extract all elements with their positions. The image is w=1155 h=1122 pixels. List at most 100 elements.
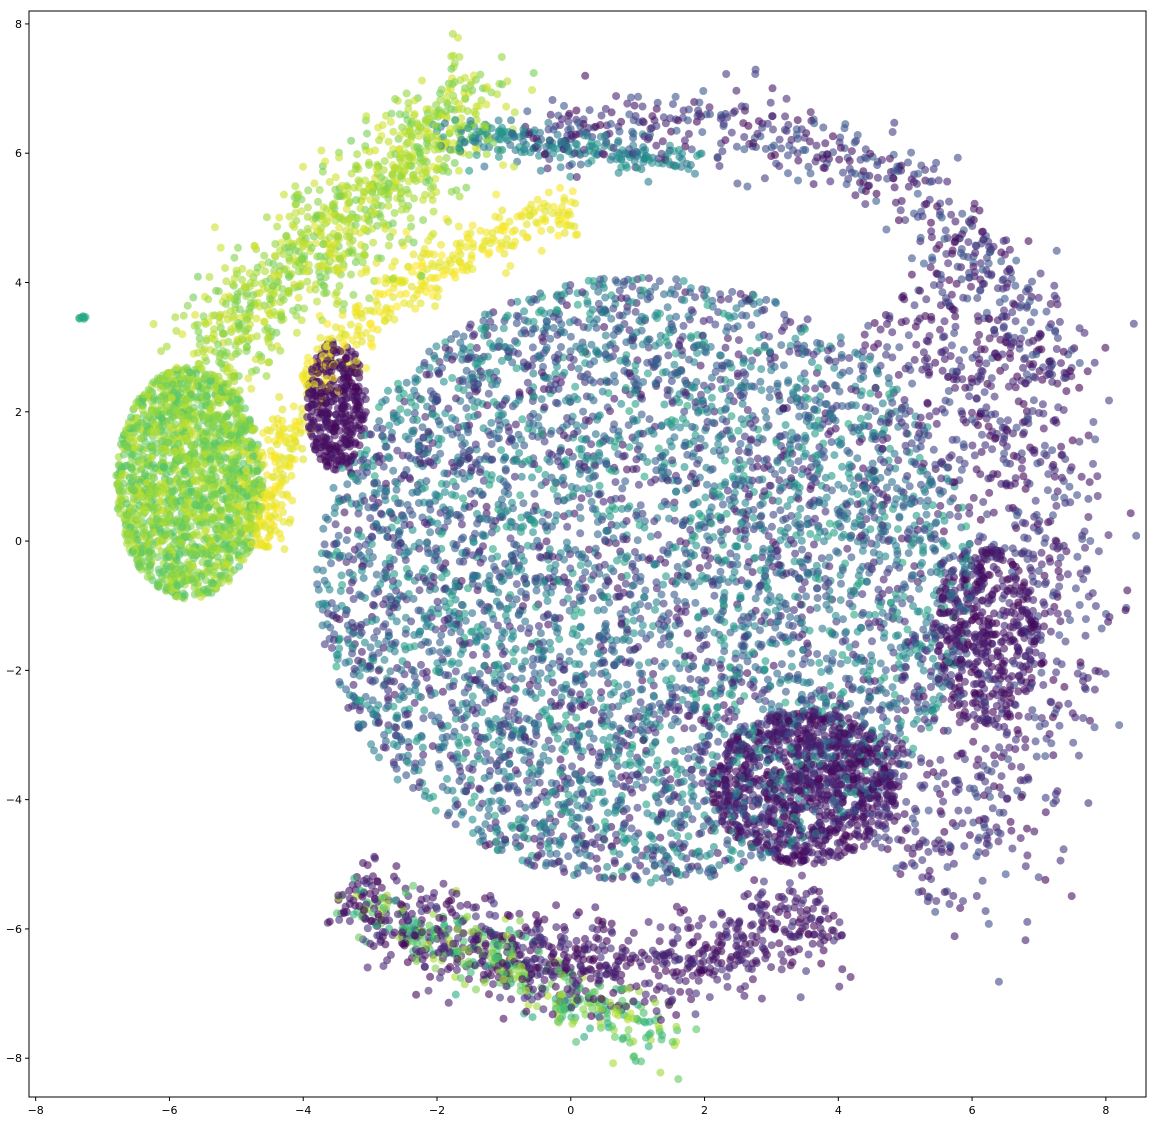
- scatter-point: [940, 827, 949, 836]
- scatter-point: [941, 226, 950, 235]
- scatter-point: [670, 360, 679, 369]
- scatter-point: [880, 673, 889, 682]
- scatter-point: [656, 833, 665, 842]
- scatter-point: [743, 657, 752, 666]
- scatter-point: [1021, 735, 1030, 744]
- scatter-point: [407, 222, 416, 231]
- scatter-point: [806, 108, 815, 117]
- scatter-point: [713, 512, 722, 521]
- scatter-point: [710, 487, 719, 496]
- scatter-point: [528, 1013, 537, 1022]
- scatter-point: [442, 426, 451, 435]
- scatter-point: [835, 155, 844, 164]
- scatter-point: [637, 629, 646, 638]
- scatter-point: [748, 356, 757, 365]
- scatter-point: [881, 666, 890, 675]
- scatter-point: [698, 779, 707, 788]
- scatter-point: [793, 149, 802, 158]
- scatter-point: [901, 706, 910, 715]
- scatter-point: [252, 314, 261, 323]
- scatter-point: [918, 856, 927, 865]
- scatter-point: [1129, 319, 1138, 328]
- scatter-point: [903, 844, 912, 853]
- scatter-point: [1063, 570, 1072, 579]
- scatter-point: [738, 311, 747, 320]
- scatter-point: [985, 571, 994, 580]
- scatter-point: [876, 417, 885, 426]
- scatter-point: [762, 423, 771, 432]
- scatter-point: [817, 959, 826, 968]
- scatter-point: [692, 541, 701, 550]
- scatter-point: [1053, 334, 1062, 343]
- scatter-point: [507, 116, 516, 125]
- scatter-point: [1040, 441, 1049, 450]
- scatter-point: [432, 188, 441, 197]
- scatter-point: [684, 832, 693, 841]
- scatter-point: [603, 862, 612, 871]
- scatter-point: [366, 939, 375, 948]
- scatter-point: [178, 330, 187, 339]
- scatter-point: [698, 128, 707, 137]
- scatter-point: [969, 737, 978, 746]
- scatter-point: [572, 713, 581, 722]
- scatter-point: [1115, 721, 1124, 730]
- scatter-point: [758, 936, 767, 945]
- scatter-point: [881, 552, 890, 561]
- scatter-point: [480, 978, 489, 987]
- scatter-point: [614, 750, 623, 759]
- scatter-point: [386, 667, 395, 676]
- scatter-point: [1097, 624, 1106, 633]
- scatter-point: [510, 472, 519, 481]
- scatter-point: [260, 251, 269, 260]
- scatter-point: [492, 190, 501, 199]
- scatter-point: [335, 223, 344, 232]
- scatter-point: [278, 405, 287, 414]
- scatter-point: [1041, 580, 1050, 588]
- scatter-point: [938, 511, 947, 520]
- scatter-point: [1016, 293, 1025, 302]
- scatter-point: [663, 476, 672, 485]
- scatter-point: [1059, 845, 1068, 854]
- scatter-point: [1050, 281, 1059, 290]
- scatter-point: [652, 598, 661, 607]
- scatter-point: [610, 1033, 619, 1041]
- scatter-point: [740, 432, 749, 441]
- scatter-point: [564, 852, 573, 861]
- scatter-point: [826, 177, 835, 186]
- scatter-point: [806, 530, 815, 538]
- scatter-point: [990, 751, 999, 760]
- scatter-point: [959, 345, 968, 354]
- scatter-point: [149, 320, 158, 328]
- scatter-point: [459, 332, 468, 341]
- scatter-point: [347, 578, 356, 587]
- scatter-point: [660, 400, 669, 409]
- scatter-point: [1071, 584, 1080, 593]
- scatter-point: [982, 403, 991, 412]
- scatter-point: [838, 965, 847, 974]
- scatter-point: [530, 489, 539, 498]
- scatter-point: [895, 512, 904, 521]
- scatter-point: [767, 941, 776, 950]
- scatter-point: [803, 315, 812, 324]
- scatter-point: [589, 734, 598, 743]
- scatter-point: [975, 330, 984, 339]
- scatter-point: [758, 475, 767, 484]
- scatter-point: [638, 685, 647, 694]
- scatter-point: [418, 76, 426, 85]
- scatter-point: [556, 755, 565, 764]
- scatter-point: [1081, 615, 1090, 624]
- scatter-point: [959, 897, 967, 906]
- scatter-point: [459, 533, 468, 542]
- scatter-point: [606, 733, 615, 742]
- scatter-point: [437, 251, 446, 260]
- scatter-point: [945, 398, 954, 407]
- scatter-point: [908, 849, 917, 858]
- scatter-point: [425, 647, 434, 656]
- scatter-point: [868, 637, 876, 646]
- scatter-point: [945, 197, 953, 206]
- scatter-point: [549, 324, 558, 332]
- scatter-point: [856, 686, 865, 695]
- scatter-point: [793, 434, 802, 443]
- scatter-point: [583, 775, 592, 784]
